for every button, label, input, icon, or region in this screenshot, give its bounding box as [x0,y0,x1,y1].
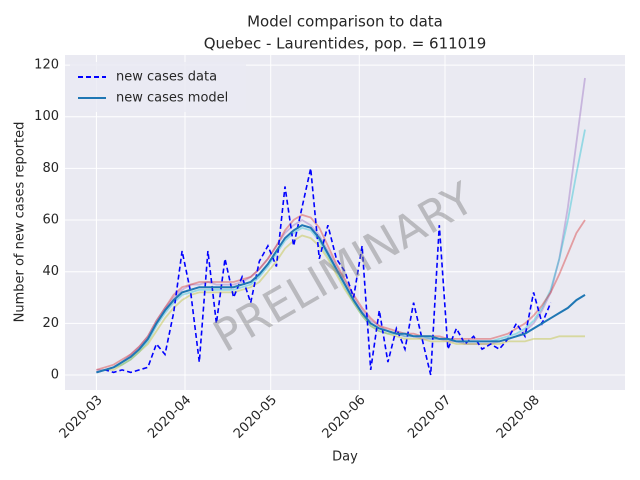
x-tick-label: 2020-07 [405,393,454,442]
y-tick-label: 120 [34,58,59,73]
series-line [96,224,586,374]
x-axis-label: Day [332,450,358,465]
x-tick-label: 2020-03 [57,393,106,442]
chart-title: Model comparison to data [247,13,443,31]
chart-subtitle: Quebec - Laurentides, pop. = 611019 [204,35,487,53]
ensemble-line [96,129,586,374]
y-tick-label: 20 [42,316,59,331]
x-tick-label: 2020-04 [145,393,194,442]
y-tick-label: 40 [42,264,59,279]
x-tick-label: 2020-05 [231,393,280,442]
legend-label: new cases data [116,70,217,85]
y-axis-label: Number of new cases reported [13,122,28,323]
y-tick-label: 100 [34,109,59,124]
y-tick-label: 80 [42,161,59,176]
x-tick-label: 2020-06 [320,393,369,442]
ensemble-line [96,234,585,374]
y-tick-label: 0 [51,368,59,383]
legend-box [70,62,246,112]
x-tick-label: 2020-08 [494,393,543,442]
y-tick-label: 60 [42,213,59,228]
ensemble-line [96,213,586,371]
legend-label: new cases model [116,91,228,106]
series-line [96,168,552,376]
